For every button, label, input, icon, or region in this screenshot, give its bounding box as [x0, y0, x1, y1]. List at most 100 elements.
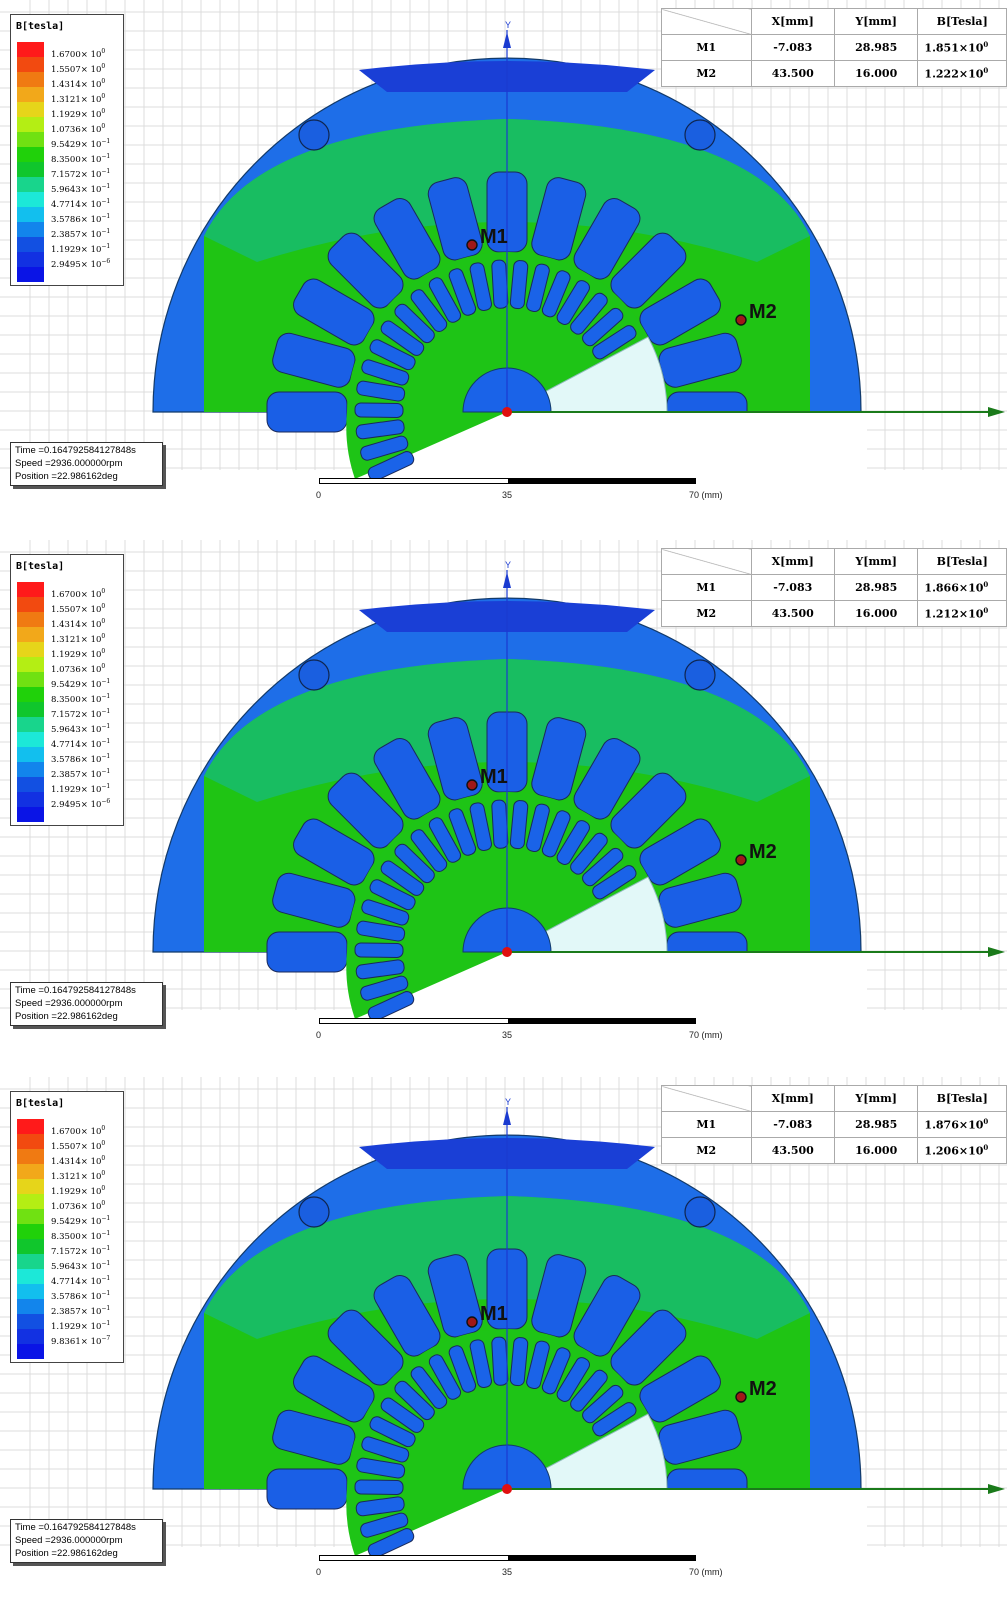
scale-label0: 0	[316, 1030, 322, 1040]
legend-swatch	[17, 642, 44, 657]
legend-value: 3.5786× 10−1	[51, 213, 111, 225]
rotor-bar	[592, 865, 637, 900]
stator-slot	[531, 717, 587, 801]
legend-swatch	[17, 807, 44, 822]
scale-bar	[319, 478, 696, 484]
rotor-bar	[367, 991, 415, 1022]
rotor-bar	[592, 1402, 637, 1437]
legend-swatch	[17, 1134, 44, 1149]
legend-value: 1.4314× 100	[51, 618, 106, 630]
legend-value: 1.3121× 100	[51, 93, 106, 105]
legend-colorbar	[17, 42, 44, 282]
legend-labels: 1.6700× 100 1.5507× 100 1.4314× 100 1.3121×…	[51, 1121, 111, 1347]
rotor-bar	[570, 1369, 608, 1412]
rotor-bar	[369, 1416, 416, 1448]
legend-value: 3.5786× 10−1	[51, 1290, 111, 1302]
legend-swatch	[17, 42, 44, 57]
legend-value: 2.3857× 10−1	[51, 228, 111, 240]
legend-value: 1.1929× 10−1	[51, 243, 111, 255]
legend-value: 5.9643× 10−1	[51, 723, 111, 735]
legend-swatch	[17, 102, 44, 117]
rotor-bar	[394, 843, 435, 884]
origin-point	[502, 407, 512, 417]
marker-m1-label: M1	[480, 766, 508, 788]
rotor-bar	[380, 1397, 425, 1433]
rotor-bar	[509, 800, 529, 850]
rotor-bar	[356, 920, 406, 942]
table-header: X[mm]	[750, 8, 835, 35]
rotor-bar	[491, 799, 509, 849]
legend-labels: 1.6700× 100 1.5507× 100 1.4314× 100 1.3121×…	[51, 584, 111, 810]
marker-m2	[735, 314, 747, 326]
legend-swatch	[17, 1284, 44, 1299]
rotor-bar	[570, 832, 608, 875]
info-speed: Speed =2936.000000rpm	[15, 1535, 123, 1546]
legend-swatch	[17, 1239, 44, 1254]
legend-swatch	[17, 222, 44, 237]
rotor-bar	[509, 1337, 529, 1387]
rotor-bar	[448, 268, 477, 316]
rotor-bar	[541, 810, 571, 858]
rotor-bar	[469, 262, 492, 312]
legend-value: 1.0736× 100	[51, 663, 106, 675]
marker-m2-label: M2	[749, 1378, 777, 1400]
legend-value: 7.1572× 10−1	[51, 168, 111, 180]
rotor-bars	[354, 1336, 637, 1559]
legend-value: 7.1572× 10−1	[51, 1245, 111, 1257]
rotor-bar	[360, 975, 409, 1001]
legend-swatch	[17, 657, 44, 672]
legend-value: 1.1929× 100	[51, 1185, 106, 1197]
color-legend: B[tesla] 1.6700× 100 1.5507× 100 1.4314× 10…	[10, 554, 124, 826]
panel-b: Y M1 M2 B[tesla] 1.6700× 100 1.5507× 100 1.431…	[0, 540, 1007, 1040]
stator-slot	[373, 738, 441, 820]
scale-label70: 70 (mm)	[689, 1567, 723, 1577]
table-row: M1 -7.083 28.985 1.866×100	[661, 574, 1007, 601]
legend-swatch	[17, 177, 44, 192]
scale-label35: 35	[502, 490, 513, 500]
info-position: Position =22.986162deg	[15, 471, 118, 482]
legend-swatch	[17, 672, 44, 687]
legend-value: 2.3857× 10−1	[51, 1305, 111, 1317]
table-header: B[Tesla]	[917, 548, 1007, 575]
rotor-bar	[356, 380, 406, 402]
rotor-bar	[369, 339, 416, 371]
legend-value: 8.3500× 10−1	[51, 693, 111, 705]
legend-value: 5.9643× 10−1	[51, 1260, 111, 1272]
rotor-bar	[355, 959, 405, 980]
rotor-bar	[428, 1354, 462, 1400]
rotor-bar	[354, 942, 404, 958]
field-plot: Y M1 M2	[0, 540, 1007, 1040]
table-row: M1 -7.083 28.985 1.876×100	[661, 1111, 1007, 1138]
stator-slot	[573, 738, 641, 820]
legend-value: 9.5429× 10−1	[51, 678, 111, 690]
table-header: Y[mm]	[833, 8, 919, 35]
legend-title: B[tesla]	[16, 1098, 65, 1109]
rotor-bar	[410, 1366, 448, 1409]
legend-swatch	[17, 792, 44, 807]
rotor-bar	[526, 263, 550, 313]
legend-swatch	[17, 267, 44, 282]
legend-value: 2.9495× 10−6	[51, 798, 111, 810]
rotor-bar	[541, 270, 571, 318]
rotor-bar	[448, 1345, 477, 1393]
stator-slot	[639, 1355, 721, 1423]
marker-m1-label: M1	[480, 226, 508, 248]
field-plot: Y M1 M2	[0, 0, 1007, 500]
rotor-bar	[541, 1347, 571, 1395]
table-header: Y[mm]	[833, 1085, 919, 1112]
rotor-bar	[354, 402, 404, 418]
legend-value: 1.0736× 100	[51, 123, 106, 135]
legend-value: 1.5507× 100	[51, 603, 106, 615]
legend-swatch	[17, 1119, 44, 1134]
scale-label0: 0	[316, 1567, 322, 1577]
rotor-bar	[354, 1479, 404, 1495]
marker-m2-label: M2	[749, 301, 777, 323]
legend-swatch	[17, 612, 44, 627]
rotor-bar	[394, 303, 435, 344]
legend-swatch	[17, 1269, 44, 1284]
legend-swatch	[17, 1344, 44, 1359]
measurement-table: X[mm] Y[mm] B[Tesla] M1 -7.083 28.985 1.866×10…	[661, 548, 1007, 627]
legend-value: 8.3500× 10−1	[51, 153, 111, 165]
table-row: M2 43.500 16.000 1.206×100	[661, 1137, 1007, 1164]
marker-m1	[466, 239, 478, 251]
